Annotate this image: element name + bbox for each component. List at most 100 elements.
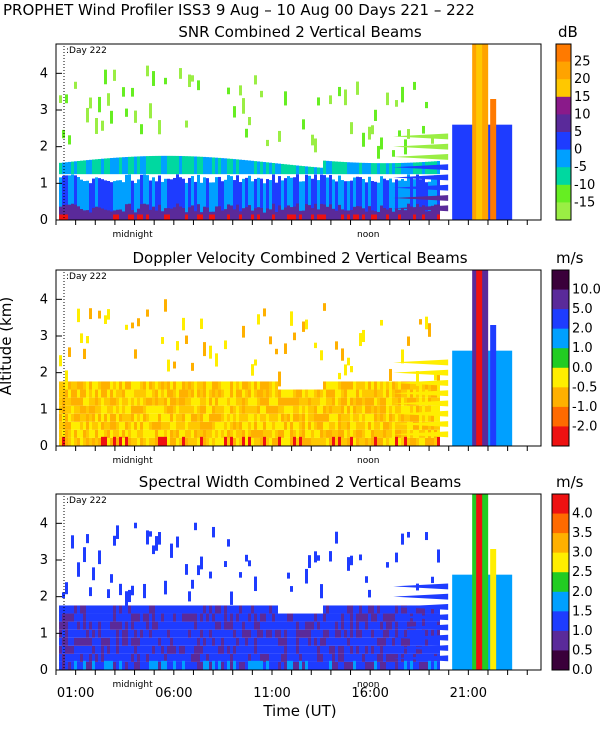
scattered-echo (104, 315, 107, 324)
bl-cell (245, 421, 248, 430)
bl-cell (365, 645, 368, 654)
scattered-echo (125, 108, 128, 117)
bl-cell (398, 421, 401, 430)
bl-cell (392, 613, 395, 622)
bl-cell (389, 405, 392, 414)
bl-cell (98, 389, 101, 398)
bl-cell (383, 381, 386, 390)
bl-cell (419, 413, 422, 422)
surface-echo (287, 214, 290, 220)
bl-cell (95, 413, 98, 422)
bl-layer (116, 157, 119, 175)
mid-layer (299, 181, 302, 211)
bl-cell (131, 421, 134, 430)
bl-cell (242, 605, 245, 614)
bl-cell (89, 405, 92, 414)
bl-layer (344, 162, 347, 175)
bl-cell (224, 613, 227, 622)
bl-cell (284, 405, 287, 414)
surface-cell (410, 660, 413, 670)
bl-cell (128, 621, 131, 630)
bl-cell (68, 661, 71, 670)
bl-cell (356, 613, 359, 622)
bl-cell (308, 613, 311, 622)
bl-cell (314, 653, 317, 662)
bl-cell (308, 629, 311, 638)
bl-cell (413, 413, 416, 422)
y-tick-label: 4 (40, 292, 48, 307)
bl-cell (236, 661, 239, 670)
mid-layer (167, 178, 170, 209)
bl-cell (107, 645, 110, 654)
bl-cell (272, 645, 275, 654)
bl-cell (191, 397, 194, 406)
x-tick-label: 11:00 (253, 686, 290, 701)
bl-cell (254, 397, 257, 406)
low-layer (236, 203, 239, 220)
bl-cell (389, 429, 392, 438)
bl-cell (206, 421, 209, 430)
scattered-echo (71, 535, 74, 549)
low-layer (269, 203, 272, 220)
mid-layer (263, 183, 266, 213)
panel-title: Doppler Velocity Combined 2 Vertical Bea… (132, 249, 467, 267)
bl-cell (383, 413, 386, 422)
bl-cell (128, 653, 131, 662)
scattered-echo (134, 522, 137, 529)
bl-cell (317, 629, 320, 638)
bl-cell (371, 413, 374, 422)
scattered-echo (131, 585, 134, 596)
bl-cell (353, 413, 356, 422)
bl-cell (173, 605, 176, 614)
bl-cell (437, 605, 440, 614)
scattered-echo (407, 336, 410, 346)
bl-cell (365, 653, 368, 662)
bl-cell (83, 605, 86, 614)
bl-cell (182, 413, 185, 422)
bl-cell (131, 381, 134, 390)
bl-cell (419, 645, 422, 654)
scattered-echo (407, 129, 410, 139)
surface-cell (248, 436, 251, 446)
bl-cell (113, 413, 116, 422)
bl-cell (338, 653, 341, 662)
bl-cell (311, 405, 314, 414)
bl-cell (59, 397, 62, 406)
bl-cell (197, 381, 200, 390)
bl-cell (347, 397, 350, 406)
bl-cell (134, 437, 137, 446)
bl-cell (293, 405, 296, 414)
bl-cell (59, 653, 62, 662)
bl-cell (266, 645, 269, 654)
bl-layer (143, 156, 146, 175)
bl-cell (386, 645, 389, 654)
bl-cell (143, 661, 146, 670)
scattered-echo (167, 359, 170, 372)
bl-cell (332, 389, 335, 398)
bl-cell (68, 621, 71, 630)
bl-cell (344, 437, 347, 446)
bl-cell (170, 653, 173, 662)
bl-cell (389, 605, 392, 614)
bl-cell (350, 389, 353, 398)
bl-cell (305, 421, 308, 430)
bl-cell (362, 645, 365, 654)
bl-cell (116, 605, 119, 614)
mid-layer (281, 180, 284, 210)
scattered-echo (371, 125, 374, 135)
bl-layer (371, 163, 374, 175)
bl-cell (389, 413, 392, 422)
bl-cell (65, 621, 68, 630)
colorbar-segment (556, 184, 571, 203)
bl-cell (410, 421, 413, 430)
mid-layer (371, 181, 374, 211)
low-layer (254, 203, 257, 220)
bl-cell (164, 637, 167, 646)
bl-cell (311, 645, 314, 654)
scattered-echo (302, 321, 305, 332)
bl-cell (404, 645, 407, 654)
bl-cell (140, 405, 143, 414)
bl-cell (392, 637, 395, 646)
surface-cell (434, 660, 437, 670)
bl-cell (308, 429, 311, 438)
